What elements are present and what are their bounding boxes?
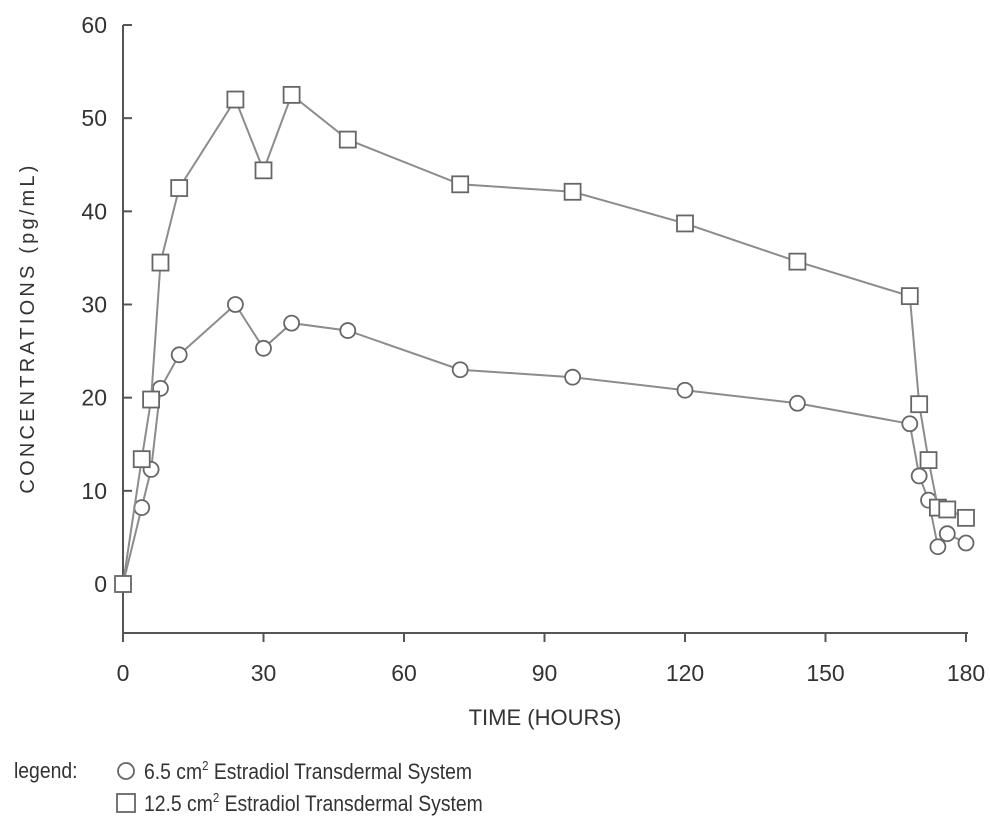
data-point-square [254,161,273,180]
legend-superscript: 2 [202,758,209,773]
x-tick-label: 0 [117,660,130,686]
data-point-square [170,179,189,197]
data-point-circle [938,525,956,543]
data-point-square [919,451,938,469]
x-tick-label: 90 [532,660,558,686]
data-point-square [226,90,245,109]
data-point-square [338,130,357,149]
legend-description: Estradiol Transdermal System [208,760,472,784]
data-point-square [676,214,694,233]
data-point-circle [929,538,947,556]
series-line-square [122,93,967,585]
x-tick-label: 180 [947,660,985,686]
data-point-circle [283,314,301,332]
y-tick-label: 10 [81,478,107,504]
y-tick-label: 30 [81,292,107,318]
legend-description: Estradiol Transdermal System [219,792,483,816]
data-point-square [563,182,582,201]
plot-series [114,85,975,593]
data-point-circle [957,534,975,552]
data-point-circle [133,499,151,517]
y-tick-label: 20 [81,385,107,411]
legend-label: legend: [14,759,78,783]
series-line-circle [122,302,967,585]
data-point-square [957,508,975,527]
x-tick-label: 60 [391,660,417,686]
data-point-circle [676,381,694,399]
legend-entry-label: 12.5 cm2 Estradiol Transdermal System [144,790,483,816]
data-point-circle [339,322,357,339]
data-point-square [132,450,151,469]
legend: legend: 6.5 cm2 Estradiol Transdermal Sy… [14,758,483,816]
x-axis-title: TIME (HOURS) [469,705,622,730]
legend-size: 6.5 cm [144,760,202,784]
data-point-circle [789,394,806,412]
data-point-square [910,395,929,414]
y-tick-label: 40 [81,198,107,224]
y-tick-label: 60 [81,12,107,38]
data-point-circle [901,415,919,433]
x-tick-label: 120 [666,660,704,686]
y-axis-title: CONCENTRATIONS (pg/mL) [17,162,39,493]
data-point-square [142,390,161,409]
legend-circle-icon [117,762,135,780]
data-point-circle [564,368,581,386]
x-tick-label: 30 [251,660,277,686]
legend-superscript: 2 [213,790,220,805]
data-point-square [788,252,807,271]
data-point-circle [255,339,272,357]
legend-square-icon [116,793,136,813]
data-point-circle [226,296,244,313]
data-point-square [282,85,301,104]
data-point-circle [170,346,188,364]
legend-entry-label: 6.5 cm2 Estradiol Transdermal System [144,758,472,784]
legend-item-circle: 6.5 cm2 Estradiol Transdermal System [117,758,472,784]
data-point-square [900,287,919,306]
axes: 0 10 20 30 40 50 60 0 30 60 90 120 150 180 [81,12,985,686]
data-point-square [451,175,470,194]
data-point-square [114,575,132,593]
series-circle [114,296,975,593]
data-point-square [151,253,170,272]
data-point-circle [451,361,469,379]
legend-size: 12.5 cm [144,792,213,816]
data-point-square [938,500,957,519]
y-tick-label: 50 [81,105,107,131]
data-point-circle [910,467,928,485]
y-tick-label: 0 [94,571,107,597]
x-tick-label: 150 [806,660,844,686]
legend-item-square: 12.5 cm2 Estradiol Transdermal System [116,790,483,816]
series-square [114,85,975,593]
